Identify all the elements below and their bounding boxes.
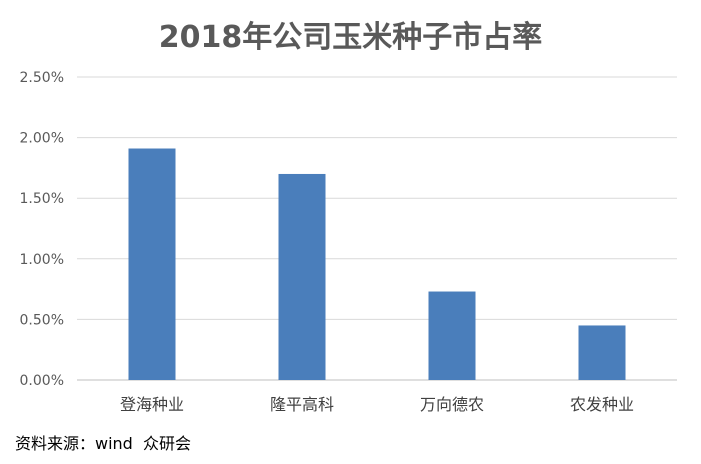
y-tick-label: 2.00% xyxy=(20,131,64,147)
x-category-label: 农发种业 xyxy=(570,395,634,414)
y-tick-label: 1.00% xyxy=(20,252,64,268)
gridlines xyxy=(77,76,677,381)
x-category-label: 隆平高科 xyxy=(270,395,334,414)
y-tick-label: 2.50% xyxy=(20,70,64,86)
y-axis-tick-labels: 0.00% 0.50% 1.00% 1.50% 2.00% 2.50% xyxy=(20,70,64,389)
chart-title: 2018年公司玉米种子市占率 xyxy=(158,20,543,55)
y-tick-label: 0.50% xyxy=(20,312,64,328)
bar xyxy=(578,325,626,380)
bars xyxy=(128,148,626,380)
source-note: 资料来源：wind 众研会 xyxy=(15,434,192,453)
y-tick-label: 1.50% xyxy=(20,191,64,207)
bar xyxy=(278,173,326,380)
x-axis-category-labels: 登海种业 隆平高科 万向德农 农发种业 xyxy=(120,395,634,414)
y-tick-label: 0.00% xyxy=(20,373,64,389)
bar xyxy=(428,291,476,380)
x-category-label: 万向德农 xyxy=(420,395,484,414)
bar xyxy=(128,148,176,380)
x-category-label: 登海种业 xyxy=(120,395,184,414)
